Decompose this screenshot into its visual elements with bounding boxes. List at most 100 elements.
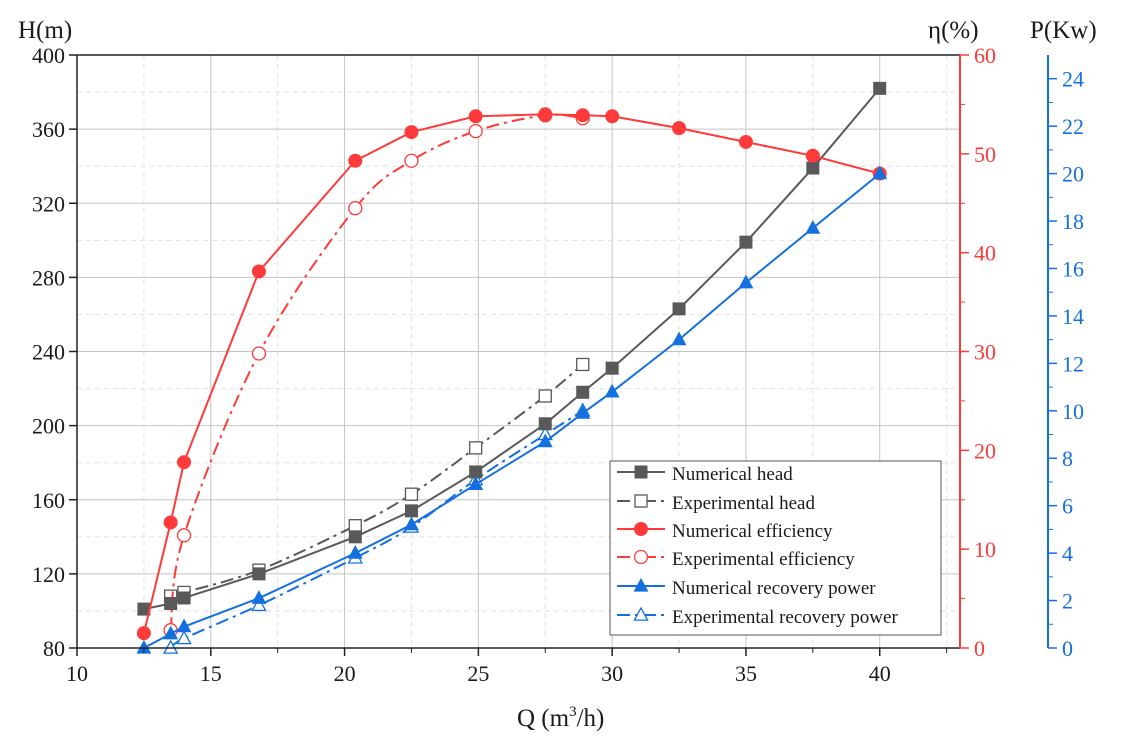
data-point-numerical-recovery-power (671, 331, 687, 346)
data-point-numerical-efficiency (348, 153, 363, 168)
y-left-tick-label: 240 (32, 340, 65, 365)
data-point-numerical-efficiency (251, 264, 266, 279)
legend-marker-numerical-efficiency (634, 522, 648, 536)
series-experimental-head (164, 357, 590, 603)
data-point-numerical-recovery-power (176, 618, 192, 633)
legend-box (609, 460, 942, 636)
grid (76, 54, 960, 649)
y-mid-tick-label: 50 (974, 142, 996, 167)
data-point-experimental-efficiency (348, 201, 363, 216)
data-point-numerical-recovery-power (136, 639, 152, 654)
data-point-experimental-recovery-power (176, 630, 192, 645)
y-right-tick-label: 4 (1062, 541, 1073, 566)
data-point-numerical-efficiency (575, 108, 590, 123)
y-mid-tick-label: 30 (974, 340, 996, 365)
x-tick-label: 20 (334, 661, 356, 686)
data-point-numerical-recovery-power (872, 165, 888, 180)
legend-marker-experimental-head (634, 494, 648, 508)
y-left-tick-label: 320 (32, 191, 65, 216)
data-point-numerical-recovery-power (805, 220, 821, 234)
x-tick-label: 40 (869, 661, 891, 686)
data-point-experimental-head (348, 519, 362, 533)
data-point-numerical-head (469, 465, 483, 479)
data-point-numerical-head (576, 385, 590, 399)
y-left-tick-label: 400 (32, 43, 65, 68)
data-point-experimental-efficiency (468, 123, 483, 139)
legend-label-experimental-head: Experimental head (672, 493, 815, 514)
data-point-numerical-recovery-power (404, 516, 419, 531)
data-point-numerical-efficiency (672, 121, 687, 136)
series-line-numerical-head (143, 87, 881, 611)
legend-label-numerical-head: Numerical head (672, 464, 793, 485)
y-right-tick-label: 22 (1062, 114, 1084, 139)
y-left-axis-title: H(m) (18, 17, 72, 44)
data-point-numerical-efficiency (538, 107, 553, 122)
data-point-numerical-recovery-power (604, 383, 620, 398)
legend-label-experimental-recovery-power: Experimental recovery power (672, 607, 898, 628)
data-point-numerical-recovery-power (575, 405, 591, 419)
y-mid-tick-label: 60 (974, 43, 996, 68)
data-point-numerical-head (252, 567, 266, 581)
legend-marker-numerical-head (634, 465, 648, 479)
data-point-numerical-head (806, 161, 820, 175)
data-point-numerical-head (177, 591, 191, 605)
data-point-numerical-efficiency (468, 109, 483, 124)
legend-label-numerical-recovery-power: Numerical recovery power (672, 578, 876, 599)
y-right-tick-label: 14 (1062, 304, 1084, 329)
data-point-numerical-head (873, 81, 887, 95)
y-right-axis-title: P(Kw) (1030, 17, 1097, 44)
data-point-numerical-recovery-power (251, 590, 267, 604)
y-left-tick-label: 360 (32, 117, 65, 142)
x-tick-label: 10 (66, 661, 88, 686)
y-right-tick-label: 18 (1062, 209, 1084, 234)
y-right-tick-label: 6 (1062, 494, 1073, 519)
data-point-numerical-recovery-power (347, 545, 363, 559)
y-mid-tick-label: 40 (974, 241, 996, 266)
y-left-tick-label: 160 (32, 488, 65, 513)
data-point-numerical-efficiency (738, 134, 753, 149)
y-left-tick-label: 280 (32, 265, 65, 290)
data-point-numerical-recovery-power (163, 625, 179, 640)
x-axis-title-superscript: 3 (569, 704, 577, 720)
y-mid-tick-label: 10 (974, 537, 996, 562)
data-point-experimental-recovery-power (251, 596, 267, 612)
data-point-numerical-head (164, 597, 178, 611)
axes: 10 15 20 25 30 35 4080120160200240280320360400… (32, 43, 1084, 686)
series-line-experimental-head (170, 363, 584, 598)
legend-samples (617, 465, 665, 621)
series-line-experimental-recovery-power (169, 409, 584, 649)
data-point-numerical-efficiency (163, 515, 178, 530)
y-right-tick-label: 16 (1062, 256, 1084, 281)
data-point-numerical-efficiency (177, 455, 192, 470)
data-point-experimental-efficiency (404, 153, 419, 168)
y-mid-tick-label: 20 (974, 438, 996, 463)
y-right-tick-label: 8 (1062, 446, 1073, 471)
data-point-numerical-recovery-power (738, 274, 754, 289)
y-left-tick-label: 120 (32, 562, 65, 587)
x-tick-label: 25 (467, 661, 489, 686)
legend-label-experimental-efficiency: Experimental efficiency (672, 549, 855, 570)
series-experimental-efficiency (163, 108, 590, 638)
x-tick-label: 35 (735, 661, 757, 686)
series-line-numerical-recovery-power (143, 172, 881, 649)
series-numerical-recovery-power (136, 165, 888, 654)
x-axis-title-main: Q (m (517, 705, 570, 732)
data-point-numerical-efficiency (805, 148, 820, 163)
y-right-tick-label: 10 (1062, 399, 1084, 424)
data-point-numerical-head (538, 417, 552, 431)
data-point-numerical-efficiency (605, 109, 620, 124)
y-right-tick-label: 0 (1062, 636, 1073, 661)
legend-marker-experimental-efficiency (633, 549, 649, 565)
x-axis-title-tail: /h) (577, 705, 605, 732)
data-point-experimental-efficiency (176, 528, 192, 543)
y-right-tick-label: 20 (1062, 162, 1084, 187)
data-point-numerical-recovery-power (468, 476, 484, 490)
legend: Numerical head Experimental head Numeric… (609, 460, 942, 636)
data-point-experimental-head (404, 487, 419, 501)
data-point-experimental-recovery-power (162, 639, 179, 654)
data-point-numerical-head (404, 504, 418, 518)
y-right-tick-label: 24 (1062, 67, 1084, 92)
x-tick-label: 15 (200, 661, 222, 686)
plot-series (136, 81, 888, 654)
